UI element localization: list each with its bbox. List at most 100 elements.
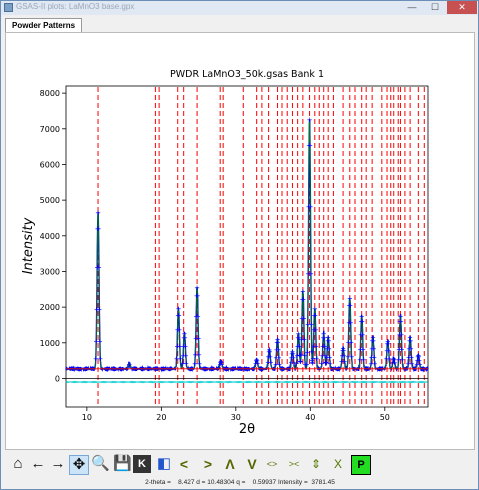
observed-point: +	[302, 352, 308, 360]
close-button[interactable]: ✕	[447, 1, 477, 14]
observed-point: +	[295, 330, 301, 338]
x-tick-label: 40	[305, 413, 315, 422]
observed-point: +	[275, 336, 281, 344]
observed-point: +	[195, 334, 201, 342]
observed-point: +	[311, 311, 317, 319]
y-tick-label: 7000	[40, 125, 60, 134]
shift-right-icon[interactable]: >	[203, 456, 213, 472]
observed-point: +	[218, 358, 224, 366]
expand-x-icon[interactable]: <>	[266, 459, 278, 469]
observed-point: +	[324, 345, 330, 353]
shift-left-icon[interactable]: <	[179, 456, 189, 472]
observed-point: +	[182, 334, 188, 342]
observed-point: +	[290, 354, 296, 362]
observed-point: +	[266, 346, 272, 354]
observed-point: +	[370, 334, 376, 342]
observed-point: +	[327, 354, 333, 362]
observed-point: +	[275, 339, 281, 347]
observed-point: +	[407, 334, 413, 342]
tab-powder-patterns[interactable]: Powder Patterns	[5, 18, 83, 32]
plot-canvas[interactable]: PWDR LaMnO3_50k.gsas Bank 1 2θ Intensity…	[5, 32, 475, 450]
observed-point: +	[320, 334, 326, 342]
forward-icon[interactable]: →	[50, 455, 66, 472]
observed-point: +	[174, 355, 180, 363]
observed-point: +	[299, 315, 305, 323]
y-tick-label: 3000	[40, 267, 60, 276]
observed-point: +	[321, 330, 327, 338]
back-icon[interactable]: ←	[30, 455, 46, 472]
observed-point: +	[311, 326, 317, 334]
observed-point: +	[406, 345, 412, 353]
observed-point: +	[341, 347, 347, 355]
observed-point: +	[396, 345, 402, 353]
observed-point: +	[289, 350, 295, 358]
observed-point: +	[310, 359, 316, 367]
contract-y-icon[interactable]: X	[333, 457, 342, 471]
observed-point: +	[347, 302, 353, 310]
observed-point: +	[307, 116, 313, 124]
observed-point: +	[397, 331, 403, 339]
publish-icon[interactable]: P	[351, 455, 371, 475]
observed-point: +	[372, 360, 378, 368]
pan-icon[interactable]: ✥	[69, 455, 89, 475]
zoom-icon[interactable]: 🔍	[91, 455, 110, 472]
observed-point: +	[326, 345, 332, 353]
observed-point: +	[313, 326, 319, 334]
observed-point: +	[399, 345, 405, 353]
observed-point: +	[192, 351, 198, 359]
home-icon[interactable]: ⌂	[13, 455, 23, 472]
y-axis-label: Intensity	[21, 217, 36, 274]
minimize-button[interactable]: —	[407, 2, 417, 12]
shift-down-icon[interactable]: V	[247, 456, 257, 472]
observed-point: +	[300, 287, 306, 295]
observed-point: +	[183, 352, 189, 360]
expand-y-icon[interactable]: ⇕	[310, 457, 322, 471]
app-icon	[4, 3, 13, 12]
observed-point: +	[96, 306, 102, 314]
observed-point: +	[398, 331, 404, 339]
powder-pattern-chart[interactable]: PWDR LaMnO3_50k.gsas Bank 1 2θ Intensity…	[6, 33, 474, 449]
observed-point: +	[360, 331, 366, 339]
observed-point: +	[218, 358, 224, 366]
observed-point: +	[300, 295, 306, 303]
save-icon[interactable]: 💾	[113, 455, 132, 472]
observed-point: +	[253, 357, 259, 365]
contract-x-icon[interactable]: ><	[288, 459, 300, 469]
observed-point: +	[289, 354, 295, 362]
observed-point: +	[396, 356, 402, 364]
y-tick-label: 1000	[40, 339, 60, 348]
observed-point: +	[325, 334, 331, 342]
observed-point: +	[194, 292, 200, 300]
observed-point: +	[307, 141, 313, 149]
observed-point: +	[409, 354, 415, 362]
observed-point: +	[97, 355, 103, 363]
observed-point: +	[253, 359, 259, 367]
observed-point: +	[304, 348, 310, 356]
observed-point: +	[93, 355, 99, 363]
observed-point: +	[385, 337, 391, 345]
shift-up-icon[interactable]: Λ	[225, 456, 235, 472]
palette-icon[interactable]: ◧	[156, 455, 172, 472]
observed-point: +	[346, 319, 352, 327]
observed-point: +	[297, 358, 303, 366]
observed-point: +	[217, 360, 223, 368]
observed-point: +	[370, 337, 376, 345]
observed-point: +	[195, 292, 201, 300]
observed-point: +	[94, 306, 100, 314]
observed-point: +	[348, 338, 354, 346]
observed-point: +	[294, 352, 300, 360]
observed-point: +	[176, 305, 182, 313]
key-icon[interactable]: K	[133, 455, 151, 473]
maximize-button[interactable]: ☐	[430, 2, 440, 12]
observed-point: +	[181, 334, 187, 342]
y-tick-label: 4000	[40, 232, 60, 241]
cursor-status: 2-theta = 8.427 d = 10.48304 q = 0.59937…	[145, 479, 335, 486]
title-bar[interactable]: GSAS-II plots: LaMnO3 base.gpx — ☐ ✕	[1, 1, 478, 15]
observed-point: +	[290, 350, 296, 358]
observed-point: +	[399, 356, 405, 364]
chart-title: PWDR LaMnO3_50k.gsas Bank 1	[170, 69, 324, 80]
observed-point: +	[298, 351, 304, 359]
observed-point: +	[322, 352, 328, 360]
observed-point: +	[359, 318, 365, 326]
